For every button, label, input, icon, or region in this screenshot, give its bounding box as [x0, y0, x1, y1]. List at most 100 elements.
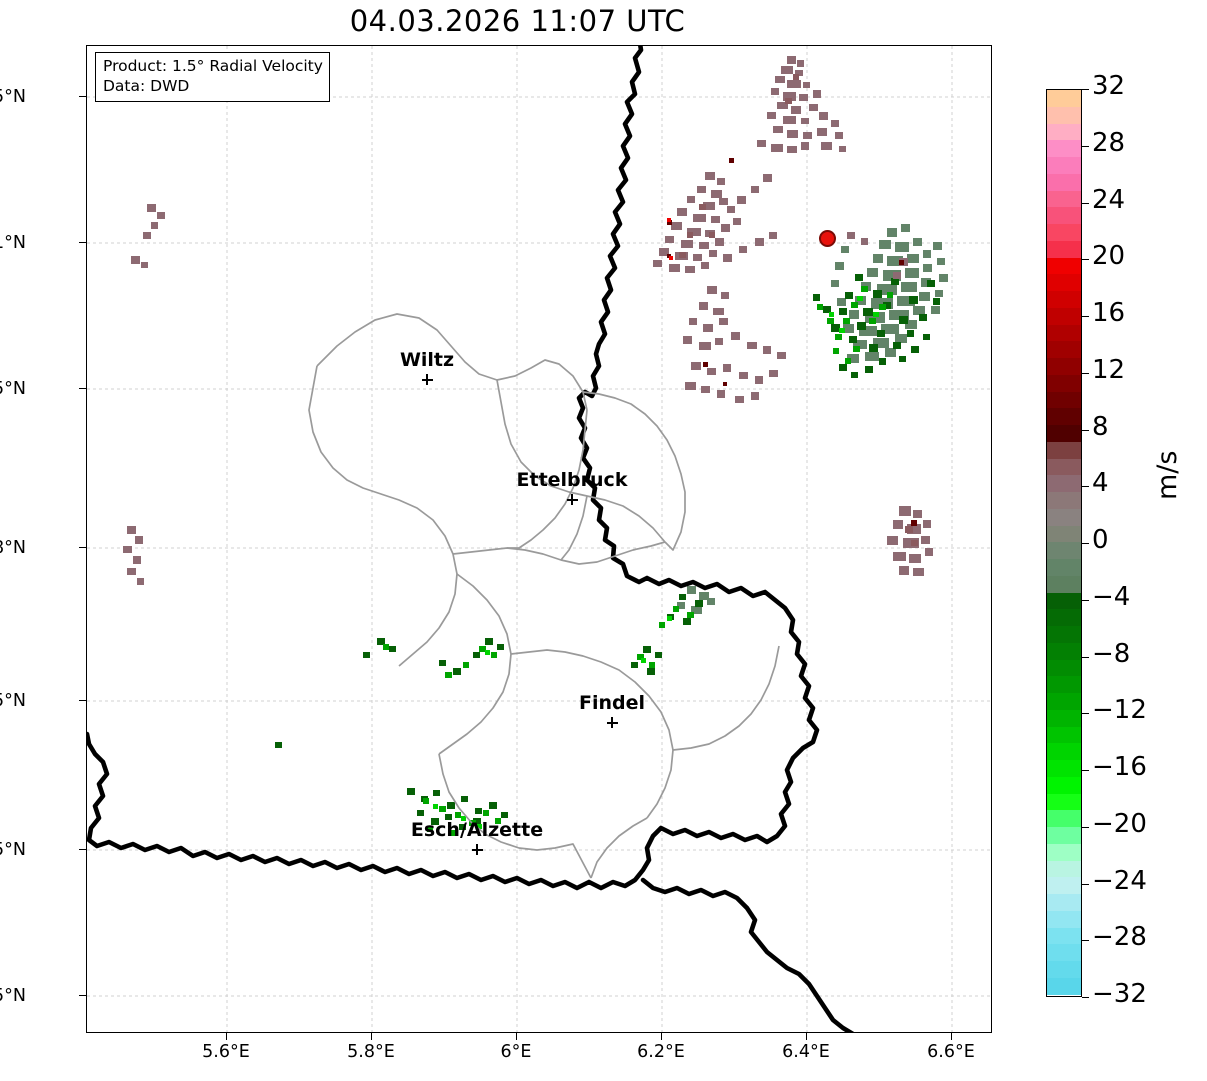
colorbar-segment [1047, 257, 1081, 275]
colorbar-segment [1047, 760, 1081, 777]
colorbar-segment [1047, 776, 1081, 794]
grid-lines [87, 46, 991, 1032]
colorbar-tick-label: 32 [1092, 71, 1126, 101]
xtick-label-2: 6°E [500, 1042, 532, 1062]
colorbar-tick-mark [1082, 826, 1089, 828]
colorbar-segment [1047, 559, 1081, 576]
colorbar-segment [1047, 90, 1081, 107]
colorbar-segment [1047, 726, 1081, 744]
colorbar-tick-mark [1082, 883, 1089, 885]
colorbar-segment [1047, 961, 1081, 978]
colorbar-tick-label: 0 [1092, 525, 1109, 555]
colorbar-tick-mark [1082, 372, 1089, 374]
ytick-mark-0 [79, 96, 86, 97]
colorbar-segment [1047, 475, 1081, 492]
colorbar-segment [1047, 860, 1081, 878]
colorbar-segment [1047, 877, 1081, 894]
colorbar-segment [1047, 894, 1081, 911]
colorbar-segment [1047, 910, 1081, 928]
colorbar-tick-mark [1082, 259, 1089, 261]
colorbar-tick-mark [1082, 599, 1089, 601]
page-title: 04.03.2026 11:07 UTC [349, 4, 686, 38]
national-border-south [640, 877, 855, 1032]
ytick-label-0: 50.25°N [0, 87, 26, 107]
colorbar-segment [1047, 391, 1081, 409]
velocity-colorbar[interactable] [1046, 89, 1082, 997]
ytick-label-5: 49.5°N [0, 840, 26, 860]
colorbar-segment [1047, 709, 1081, 727]
city-label-esch-alzette: Esch/Alzette [362, 821, 592, 855]
radar-station-marker[interactable] [819, 230, 836, 247]
colorbar-segment [1047, 592, 1081, 610]
city-label-wiltz: Wiltz [357, 351, 497, 385]
colorbar-segment [1047, 291, 1081, 308]
data-source-line: Data: DWD [103, 77, 190, 96]
colorbar-tick-label: 28 [1092, 127, 1126, 158]
radar-map-panel[interactable]: Wiltz Ettelbruck Findel Esch/Alzette [86, 45, 992, 1033]
city-name-esch-alzette: Esch/Alzette [410, 819, 544, 841]
colorbar-segment [1047, 927, 1081, 945]
ytick-label-1: 50.1°N [0, 233, 26, 253]
colorbar-segment [1047, 374, 1081, 392]
colorbar-segment [1047, 626, 1081, 643]
xtick-label-4: 6.4°E [782, 1042, 830, 1062]
city-marker-wiltz [421, 374, 433, 385]
colorbar-tick-label: 24 [1092, 184, 1126, 215]
colorbar-segment [1047, 810, 1081, 827]
ytick-mark-6 [79, 995, 86, 996]
colorbar-segment [1047, 525, 1081, 543]
colorbar-tick-label: −8 [1092, 638, 1131, 669]
colorbar-segment [1047, 106, 1081, 124]
ytick-label-4: 49.65°N [0, 691, 26, 711]
colorbar-tick-mark [1082, 713, 1089, 715]
xtick-mark-2 [516, 1033, 517, 1040]
colorbar-segment [1047, 324, 1081, 342]
colorbar-segment [1047, 224, 1081, 241]
colorbar-segment [1047, 458, 1081, 476]
xtick-label-3: 6.2°E [637, 1042, 685, 1062]
colorbar-tick-mark [1082, 145, 1089, 147]
colorbar-tick-mark [1082, 770, 1089, 771]
colorbar-segment [1047, 341, 1081, 358]
colorbar-segment [1047, 173, 1081, 191]
colorbar-segment [1047, 274, 1081, 291]
colorbar-tick-label: 8 [1092, 411, 1109, 442]
colorbar-segment [1047, 575, 1081, 593]
xtick-label-1: 5.8°E [347, 1042, 395, 1062]
colorbar-segment [1047, 827, 1081, 844]
colorbar-tick-label: −32 [1092, 979, 1147, 1009]
colorbar-tick-mark [1082, 940, 1089, 942]
radar-echo-positive [123, 56, 933, 585]
ytick-mark-3 [79, 547, 86, 548]
colorbar-segment [1047, 441, 1081, 459]
ytick-label-2: 49.95°N [0, 379, 26, 399]
city-marker-findel [606, 717, 618, 728]
colorbar-tick-label: −16 [1092, 752, 1147, 782]
colorbar-segment [1047, 123, 1081, 141]
ytick-mark-5 [79, 849, 86, 850]
colorbar-segment [1047, 140, 1081, 157]
colorbar-segment [1047, 944, 1081, 961]
colorbar-segment [1047, 659, 1081, 677]
colorbar-segment [1047, 743, 1081, 760]
colorbar-segment [1047, 492, 1081, 509]
colorbar-segment [1047, 157, 1081, 174]
colorbar-segment [1047, 508, 1081, 526]
city-name-findel: Findel [578, 692, 646, 714]
colorbar-tick-mark [1082, 89, 1089, 90]
colorbar-tick-mark [1082, 316, 1089, 317]
colorbar-segment [1047, 693, 1081, 710]
xtick-mark-1 [371, 1033, 372, 1040]
colorbar-tick-mark [1082, 997, 1089, 998]
product-info-box: Product: 1.5° Radial Velocity Data: DWD [95, 52, 330, 102]
ytick-mark-2 [79, 388, 86, 389]
radar-echo-negative [275, 224, 948, 836]
colorbar-tick-mark [1082, 202, 1089, 204]
colorbar-tick-label: −20 [1092, 808, 1147, 839]
colorbar-tick-label: −12 [1092, 695, 1147, 726]
ytick-label-3: 49.8°N [0, 538, 26, 558]
colorbar-tick-label: 4 [1092, 468, 1109, 499]
xtick-mark-4 [806, 1033, 807, 1040]
xtick-mark-3 [661, 1033, 662, 1040]
city-name-wiltz: Wiltz [399, 349, 455, 371]
